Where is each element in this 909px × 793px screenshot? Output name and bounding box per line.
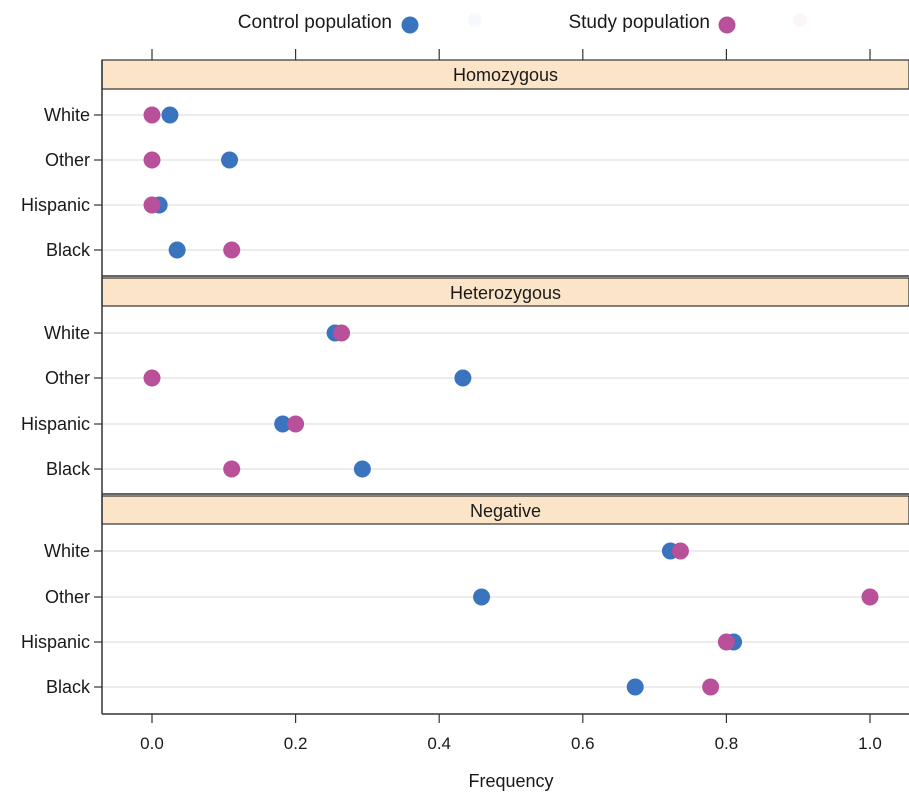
category-label: Hispanic (21, 414, 90, 434)
control-point (353, 460, 371, 478)
study-point (143, 151, 161, 169)
panel-strip (101, 59, 909, 90)
x-tick-label: 0.8 (715, 734, 739, 753)
legend-ghost-marker (468, 13, 482, 27)
x-axis-label: Frequency (468, 771, 553, 791)
x-tick-label: 1.0 (858, 734, 882, 753)
category-label: Other (45, 150, 90, 170)
study-point (671, 542, 689, 560)
category-label: Hispanic (21, 632, 90, 652)
study-point (143, 369, 161, 387)
panel-title: Negative (470, 501, 541, 521)
study-point (702, 678, 720, 696)
control-point (473, 588, 491, 606)
study-point (717, 633, 735, 651)
control-point (161, 106, 179, 124)
legend-label: Control population (238, 12, 392, 33)
panel-title: Homozygous (453, 65, 558, 85)
control-point (168, 241, 186, 259)
study-point (333, 324, 351, 342)
study-point (223, 241, 241, 259)
category-label: Other (45, 368, 90, 388)
legend-marker (718, 16, 736, 34)
study-point (143, 106, 161, 124)
category-label: Black (46, 677, 91, 697)
category-label: White (44, 105, 90, 125)
study-point (223, 460, 241, 478)
x-tick-label: 0.0 (140, 734, 164, 753)
category-label: White (44, 541, 90, 561)
control-point (221, 151, 239, 169)
control-point (626, 678, 644, 696)
category-label: Black (46, 459, 91, 479)
category-label: Black (46, 240, 91, 260)
legend-ghost-marker (793, 13, 807, 27)
x-tick-label: 0.4 (427, 734, 451, 753)
control-point (454, 369, 472, 387)
study-point (861, 588, 879, 606)
category-label: White (44, 323, 90, 343)
panel-title: Heterozygous (450, 283, 561, 303)
x-tick-label: 0.2 (284, 734, 308, 753)
legend-label: Study population (568, 12, 710, 33)
legend-marker (401, 16, 419, 34)
panel-strip (101, 277, 909, 307)
study-point (143, 196, 161, 214)
category-label: Other (45, 587, 90, 607)
control-point (274, 415, 292, 433)
x-tick-label: 0.6 (571, 734, 595, 753)
study-point (287, 415, 305, 433)
category-label: Hispanic (21, 195, 90, 215)
panel-strip (101, 495, 909, 525)
